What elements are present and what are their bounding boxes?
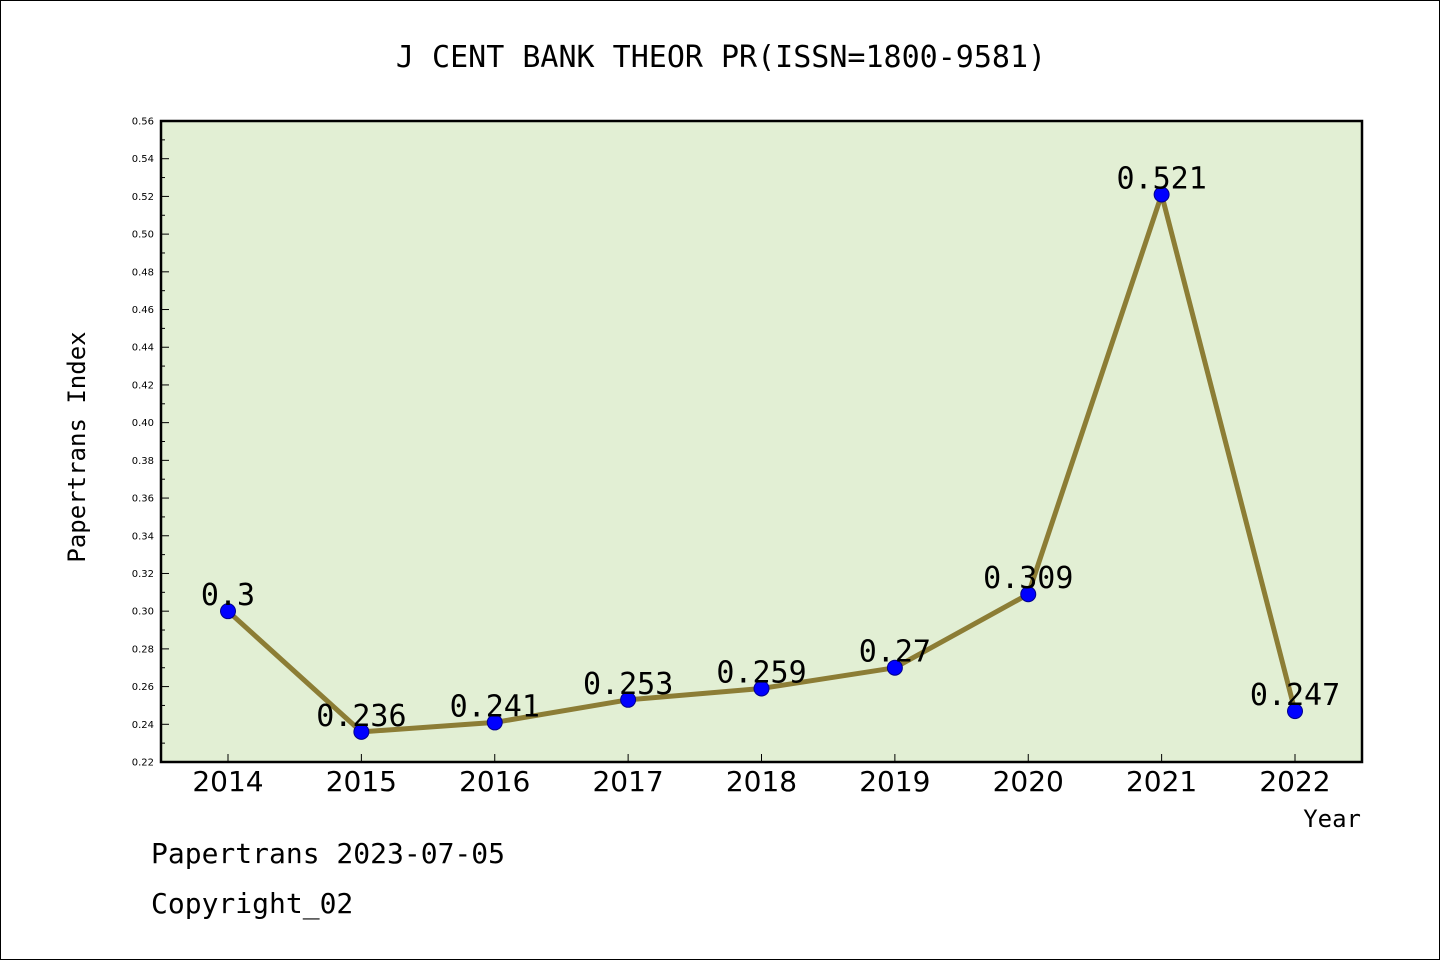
- data-label: 0.259: [716, 655, 806, 690]
- chart-title: J CENT BANK THEOR PR(ISSN=1800-9581): [396, 40, 1046, 75]
- y-tick-label: 0.24: [132, 720, 154, 731]
- footer-copyright: Copyright_02: [151, 887, 354, 920]
- data-point: [486, 714, 503, 731]
- data-point: [620, 691, 637, 708]
- y-tick-label: 0.42: [132, 380, 154, 391]
- data-label: 0.521: [1116, 162, 1206, 197]
- data-label: 0.247: [1250, 678, 1340, 713]
- x-axis-label: Year: [1303, 805, 1361, 833]
- data-point: [353, 723, 370, 740]
- y-tick-label: 0.52: [132, 192, 154, 203]
- data-point: [1153, 186, 1170, 203]
- data-point: [886, 659, 903, 676]
- y-tick-label: 0.46: [132, 305, 154, 316]
- y-tick-label: 0.48: [132, 267, 154, 278]
- data-label: 0.309: [983, 561, 1073, 596]
- x-tick-label: 2016: [459, 765, 530, 798]
- y-tick-label: 0.34: [132, 531, 154, 542]
- y-tick-label: 0.30: [132, 607, 154, 618]
- y-tick-label: 0.56: [132, 117, 154, 128]
- plot-border: [159, 119, 1364, 764]
- data-point: [220, 603, 236, 620]
- x-tick-label: 2021: [1126, 765, 1197, 798]
- data-point: [1020, 586, 1037, 603]
- y-axis-label: Papertrans Index: [63, 331, 91, 562]
- y-tick-label: 0.50: [132, 230, 154, 241]
- x-tick-label: 2019: [859, 765, 930, 798]
- data-point: [753, 680, 770, 697]
- y-tick-label: 0.44: [132, 343, 154, 354]
- y-tick-label: 0.36: [132, 494, 154, 505]
- footer-credit: Papertrans 2023-07-05: [151, 837, 506, 870]
- y-tick-label: 0.26: [132, 682, 154, 693]
- x-tick-label: 2017: [592, 765, 663, 798]
- plot-area: [161, 121, 1362, 762]
- x-tick-label: 2020: [993, 765, 1064, 798]
- y-tick-label: 0.32: [132, 569, 154, 580]
- x-tick-label: 2018: [726, 765, 797, 798]
- x-tick-label: 2014: [192, 765, 263, 798]
- data-label: 0.253: [583, 667, 673, 702]
- x-tick-label: 2022: [1259, 765, 1330, 798]
- data-point: [1287, 703, 1303, 720]
- y-tick-label: 0.40: [132, 418, 154, 429]
- data-label: 0.236: [316, 699, 406, 734]
- data-label: 0.241: [450, 689, 540, 724]
- x-tick-label: 2015: [326, 765, 397, 798]
- data-label: 0.3: [201, 578, 255, 613]
- y-tick-label: 0.38: [132, 456, 154, 467]
- y-tick-label: 0.54: [132, 154, 154, 165]
- y-tick-label: 0.28: [132, 644, 154, 655]
- data-label: 0.27: [859, 635, 931, 670]
- y-tick-label: 0.22: [132, 758, 154, 769]
